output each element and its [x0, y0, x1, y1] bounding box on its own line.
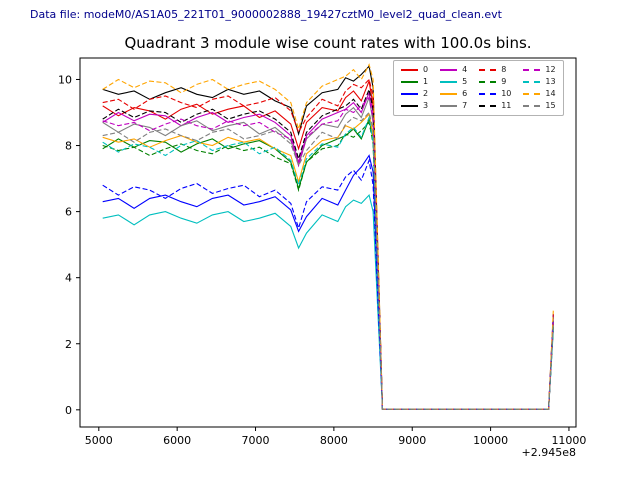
series-line-9	[102, 121, 554, 410]
data-file-label: Data file: modeM0/AS1A05_221T01_90000028…	[30, 8, 502, 21]
legend-item-label: 9	[501, 77, 507, 86]
series-line-14	[102, 63, 554, 410]
legend-item: 12	[523, 64, 556, 76]
legend-line-sample	[440, 81, 458, 83]
x-tick-label: 10000	[473, 434, 508, 447]
x-tick-label: 7000	[242, 434, 270, 447]
legend-item-label: 8	[501, 65, 507, 74]
legend-item: 0	[401, 64, 428, 76]
series-line-7	[102, 95, 554, 410]
legend-item-label: 2	[423, 89, 429, 98]
legend-item-label: 13	[545, 77, 556, 86]
series-line-6	[102, 113, 554, 410]
series-line-5	[102, 193, 554, 410]
axes-frame	[79, 57, 577, 428]
x-tick-label: 5000	[85, 434, 113, 447]
legend-line-sample	[440, 93, 458, 95]
legend-line-sample	[479, 93, 497, 95]
series-line-11	[102, 87, 554, 410]
series-line-13	[102, 115, 554, 410]
series-line-12	[102, 96, 554, 410]
legend-item-label: 14	[545, 89, 556, 98]
legend-line-sample	[401, 105, 418, 107]
legend-line-sample	[401, 69, 418, 71]
legend-item: 9	[479, 76, 511, 88]
legend-item: 2	[401, 88, 428, 100]
series-line-4	[102, 90, 554, 410]
legend-item-label: 0	[423, 65, 429, 74]
legend-item: 14	[523, 88, 556, 100]
legend-line-sample	[401, 81, 418, 83]
series-line-0	[102, 79, 554, 410]
legend-item: 1	[401, 76, 428, 88]
y-tick-label: 6	[65, 206, 72, 219]
series-line-15	[102, 111, 554, 410]
legend-item-label: 1	[423, 77, 429, 86]
series-line-1	[102, 117, 554, 410]
legend-line-sample	[401, 93, 418, 95]
y-tick-label: 4	[65, 272, 72, 285]
y-tick-label: 8	[65, 140, 72, 153]
legend-line-sample	[523, 105, 541, 107]
legend-item: 11	[479, 100, 511, 112]
y-tick-label: 2	[65, 338, 72, 351]
legend-item-label: 6	[462, 89, 468, 98]
legend-item: 6	[440, 88, 467, 100]
chart-title: Quadrant 3 module wise count rates with …	[124, 34, 532, 52]
legend-item-label: 15	[545, 101, 556, 110]
legend-item-label: 12	[545, 65, 556, 74]
legend-item: 5	[440, 76, 467, 88]
legend-item: 10	[479, 88, 511, 100]
legend-item: 8	[479, 64, 511, 76]
legend-line-sample	[523, 69, 541, 71]
series-line-3	[102, 65, 554, 410]
series-line-8	[102, 78, 554, 410]
legend-item-label: 11	[501, 101, 512, 110]
legend-item-label: 10	[501, 89, 512, 98]
y-tick-label: 0	[65, 404, 72, 417]
x-tick-label: 9000	[398, 434, 426, 447]
legend-item-label: 4	[462, 65, 468, 74]
legend-line-sample	[440, 105, 458, 107]
legend-item: 13	[523, 76, 556, 88]
legend-line-sample	[479, 105, 497, 107]
legend-item: 15	[523, 100, 556, 112]
legend-line-sample	[440, 69, 458, 71]
legend-line-sample	[479, 81, 497, 83]
x-tick-label: 11000	[551, 434, 586, 447]
legend-line-sample	[479, 69, 497, 71]
legend-item-label: 7	[462, 101, 468, 110]
legend-item-label: 5	[462, 77, 468, 86]
x-tick-label: 6000	[163, 434, 191, 447]
x-offset-label: +2.945e8	[521, 446, 576, 459]
legend: 0 1 2 3 4 5 6 7 8 9 10 11 12 13 14 15	[393, 60, 564, 116]
legend-item: 3	[401, 100, 428, 112]
legend-item-label: 3	[423, 101, 429, 110]
legend-line-sample	[523, 93, 541, 95]
x-tick-label: 8000	[320, 434, 348, 447]
legend-line-sample	[523, 81, 541, 83]
legend-item: 7	[440, 100, 467, 112]
legend-item: 4	[440, 64, 467, 76]
y-tick-label: 10	[58, 73, 72, 86]
series-line-2	[102, 154, 554, 410]
